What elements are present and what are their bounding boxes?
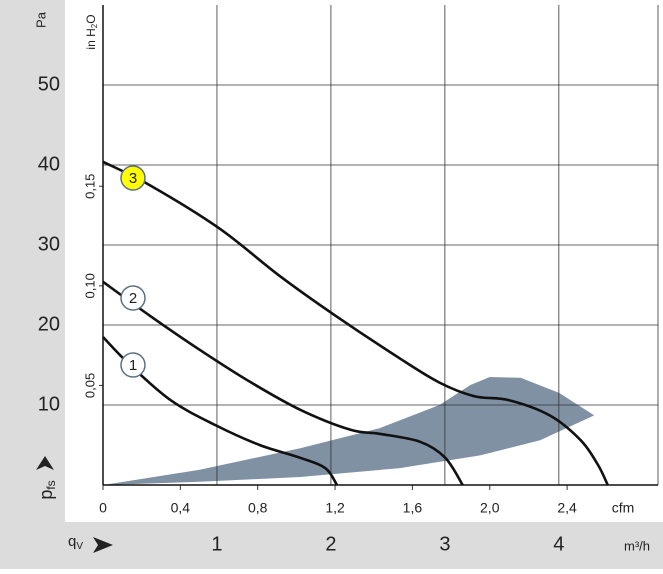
- y-arrow: [36, 456, 54, 470]
- x-tick-label: 2,4: [557, 500, 577, 516]
- curve-label: 2: [129, 290, 137, 307]
- x2-tick-label: 3: [439, 533, 450, 555]
- y-name-main: p: [36, 490, 56, 500]
- x-tick-label: 0: [99, 500, 107, 516]
- left-band: [0, 0, 65, 522]
- curve-label: 3: [129, 170, 137, 187]
- y2-unit-sub: 2: [90, 23, 99, 28]
- y-tick-label: 50: [38, 73, 60, 95]
- y-tick-label: 30: [38, 233, 60, 255]
- x2-tick-label: 2: [325, 533, 336, 555]
- x-axis-unit: cfm: [612, 500, 635, 516]
- x-tick-label: 1,6: [403, 500, 423, 516]
- curve-badge: [120, 165, 146, 191]
- x2-arrow: [93, 537, 113, 553]
- y2-tick-label: 0,15: [82, 174, 97, 199]
- x2-name-sub: V: [76, 541, 83, 552]
- curve: [102, 280, 464, 486]
- y2-axis-unit: in H2O: [84, 14, 99, 49]
- curve-badge: [120, 285, 146, 311]
- x-tick-label: 0,8: [248, 500, 268, 516]
- y-tick-label: 10: [38, 393, 60, 415]
- x2-tick-label: 4: [553, 533, 564, 555]
- y2-tick-label: 0,10: [82, 273, 97, 298]
- y2-unit-tail: O: [84, 14, 98, 23]
- x-tick-label: 2,0: [480, 500, 500, 516]
- x-tick-label: 1,2: [325, 500, 345, 516]
- y-name-sub: fs: [44, 480, 58, 489]
- x2-name-main: q: [68, 533, 76, 550]
- y2-tick-label: 0,05: [82, 373, 97, 398]
- y-axis-unit: Pa: [33, 11, 48, 28]
- x-tick-label: 0,4: [171, 500, 191, 516]
- y-tick-label: 20: [38, 313, 60, 335]
- operating-area: [103, 377, 595, 485]
- y-tick-label: 40: [38, 153, 60, 175]
- curve-label: 1: [129, 357, 137, 374]
- curve: [102, 160, 609, 486]
- y2-unit-main: in H: [84, 28, 98, 49]
- x2-axis-unit: m³/h: [624, 538, 650, 553]
- x2-axis-name: qV: [68, 533, 83, 552]
- curve-badge: [120, 352, 146, 378]
- y-axis-name: pfs: [36, 480, 58, 499]
- x2-tick-label: 1: [211, 533, 222, 555]
